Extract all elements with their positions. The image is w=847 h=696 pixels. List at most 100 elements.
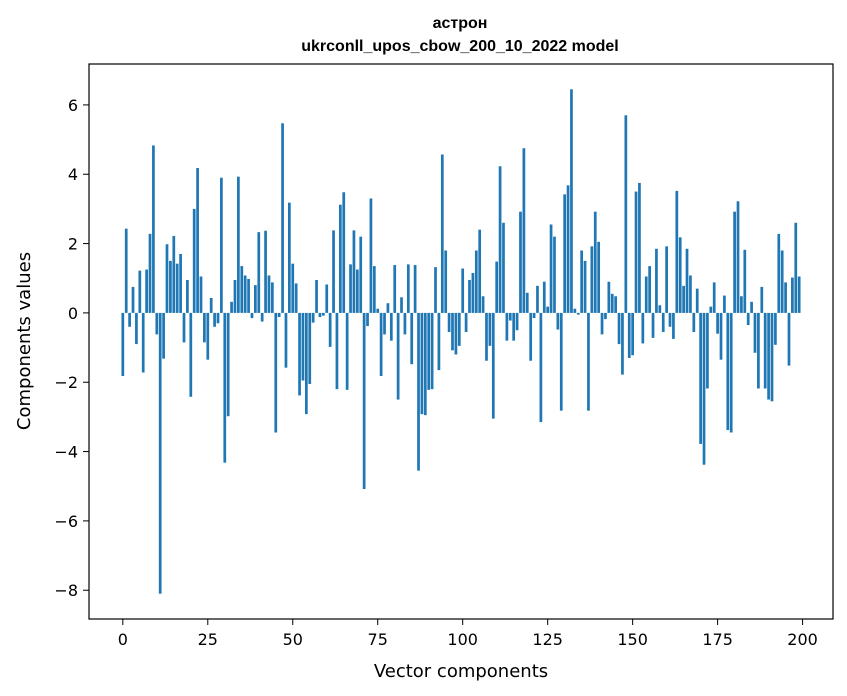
bar-132 [570, 89, 573, 313]
bar-66 [345, 312, 349, 390]
bar-156 [651, 312, 655, 338]
bar-23 [199, 276, 203, 313]
bar-179 [729, 312, 733, 433]
bar-89 [423, 312, 427, 416]
bar-30 [223, 312, 227, 463]
bar-133 [573, 308, 577, 313]
bars-group [121, 89, 801, 594]
bar-131 [566, 185, 570, 313]
bar-38 [250, 312, 254, 319]
y-tick-label: 4 [68, 165, 78, 184]
bar-32 [230, 301, 233, 313]
bar-144 [610, 293, 614, 313]
y-tick-label: −6 [54, 512, 78, 531]
bar-182 [740, 296, 743, 313]
bar-93 [437, 312, 441, 371]
x-axis-ticks: 0 25 50 75 100 125 150 175 200 [118, 619, 818, 649]
bar-119 [525, 292, 529, 313]
bar-98 [454, 312, 458, 355]
bar-191 [770, 312, 774, 402]
bar-36 [243, 275, 247, 313]
bar-43 [267, 275, 271, 313]
bar-85 [410, 312, 414, 365]
bar-6 [141, 312, 145, 373]
bar-164 [678, 237, 682, 313]
x-axis-label: Vector components [374, 661, 548, 682]
bar-180 [733, 211, 736, 313]
x-tick-label: 150 [617, 630, 648, 649]
bar-58 [318, 312, 322, 318]
bar-20 [189, 312, 193, 397]
bar-27 [213, 312, 216, 327]
bar-176 [719, 312, 723, 360]
bar-186 [753, 312, 757, 353]
plot-frame [88, 63, 834, 620]
bar-81 [396, 312, 400, 400]
bar-9 [152, 145, 155, 313]
bar-52 [298, 312, 301, 396]
bar-72 [366, 312, 369, 327]
bar-57 [315, 279, 318, 313]
bar-73 [369, 198, 373, 313]
chart-subtitle: ukrconll_upos_cbow_200_10_2022 model [301, 38, 618, 55]
bar-157 [655, 248, 658, 313]
bar-161 [668, 312, 672, 327]
bar-40 [257, 232, 261, 313]
bar-22 [196, 167, 199, 313]
y-tick-label: −4 [54, 443, 78, 462]
bar-99 [457, 312, 461, 346]
bar-151 [634, 191, 638, 313]
bar-17 [179, 253, 182, 313]
bar-15 [172, 235, 176, 313]
bar-41 [260, 312, 264, 322]
bar-47 [281, 123, 284, 313]
bar-122 [536, 285, 539, 313]
bar-46 [277, 312, 281, 318]
bar-84 [406, 264, 410, 313]
bar-62 [332, 230, 335, 313]
bar-159 [661, 312, 665, 332]
bar-147 [621, 312, 624, 375]
bar-169 [695, 288, 699, 313]
bar-48 [284, 312, 288, 368]
bar-162 [672, 312, 675, 339]
bar-75 [376, 308, 380, 313]
bar-50 [291, 263, 295, 313]
bar-140 [597, 241, 601, 313]
bar-124 [542, 281, 546, 313]
bar-88 [420, 312, 424, 415]
bar-78 [386, 303, 390, 313]
bar-86 [413, 265, 417, 313]
chart-title: астрон [433, 15, 488, 32]
x-tick-label: 175 [702, 630, 733, 649]
bar-35 [240, 266, 244, 313]
bar-96 [447, 312, 451, 332]
bar-34 [237, 176, 240, 313]
bar-24 [203, 312, 206, 343]
bar-21 [192, 208, 196, 313]
bar-3 [131, 286, 135, 313]
bar-174 [712, 282, 716, 313]
bar-108 [488, 312, 492, 346]
bar-120 [529, 312, 533, 361]
bar-69 [355, 269, 359, 313]
bar-135 [580, 250, 584, 313]
bar-158 [658, 305, 662, 313]
bar-178 [726, 312, 730, 431]
bar-196 [787, 312, 791, 366]
bar-70 [359, 236, 363, 313]
bar-109 [491, 312, 495, 419]
bar-193 [777, 233, 781, 313]
bar-166 [685, 248, 689, 313]
bar-199 [797, 276, 801, 313]
bar-189 [763, 312, 767, 389]
bar-175 [716, 312, 719, 334]
x-tick-label: 25 [198, 630, 218, 649]
bar-136 [583, 260, 587, 313]
bar-25 [206, 312, 210, 360]
bar-117 [519, 211, 522, 313]
bar-167 [689, 275, 692, 313]
x-tick-label: 125 [532, 630, 563, 649]
bar-171 [702, 312, 706, 465]
bar-51 [294, 283, 298, 313]
